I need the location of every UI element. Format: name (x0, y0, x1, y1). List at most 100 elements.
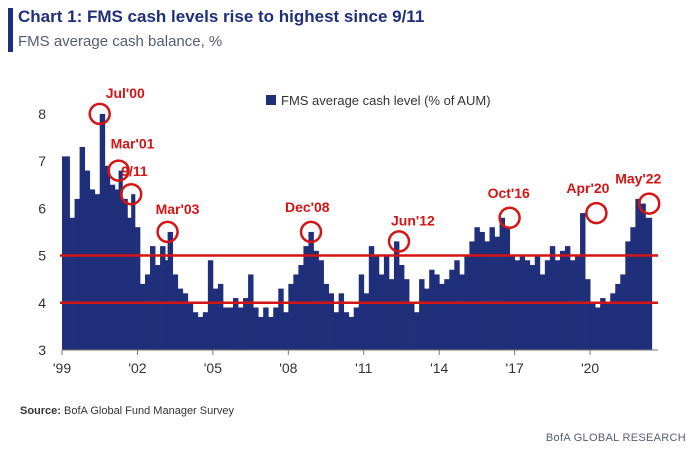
bar (202, 312, 209, 350)
bar (118, 170, 123, 350)
bar (424, 288, 430, 350)
bar (263, 307, 269, 350)
y-tick-label: 3 (38, 342, 46, 358)
bar (595, 307, 601, 350)
bar (288, 283, 294, 350)
bar (268, 316, 274, 350)
title-accent-bar (8, 8, 13, 52)
source-label: Source: (20, 405, 61, 417)
legend-swatch (266, 95, 276, 105)
bar (585, 279, 591, 350)
bar (131, 194, 136, 350)
bar (160, 246, 166, 350)
bar (615, 283, 621, 350)
bar (134, 227, 141, 350)
bar (114, 189, 119, 350)
x-tick-label: '99 (53, 360, 71, 376)
annotation-label: May'22 (615, 171, 661, 187)
x-tick-label: '17 (506, 360, 524, 376)
bar (368, 246, 375, 350)
bar (348, 316, 355, 350)
bar (278, 288, 284, 350)
bar (439, 283, 445, 350)
bar (308, 231, 314, 350)
annotation-circle (156, 220, 179, 244)
bar (99, 113, 106, 350)
bar (444, 279, 450, 350)
source-text: BofA Global Fund Manager Survey (64, 405, 235, 417)
y-tick-label: 8 (38, 106, 46, 122)
bar (84, 170, 91, 350)
annotation-circle (585, 201, 608, 225)
annotation-label: Dec'08 (285, 199, 330, 215)
bar (539, 274, 546, 350)
bar (343, 312, 350, 350)
bar (127, 217, 132, 350)
bar (139, 283, 146, 350)
bar (590, 302, 596, 350)
bar (569, 260, 576, 350)
y-tick-label: 7 (38, 153, 46, 169)
bar (192, 312, 199, 350)
annotation-circle (637, 192, 661, 215)
annotation-circle (88, 102, 111, 126)
bar (62, 156, 70, 350)
y-tick-label: 6 (38, 200, 46, 216)
bar (363, 293, 370, 350)
bar (524, 260, 531, 350)
chart-subtitle: FMS average cash balance, % (18, 33, 223, 50)
brand-footer: BofA GLOBAL RESEARCH (545, 432, 686, 444)
bar (233, 298, 239, 350)
bar (353, 307, 360, 350)
bar (79, 146, 86, 350)
bar (610, 293, 616, 350)
source-note: Source: BofA Global Fund Manager Survey (20, 405, 234, 417)
bar (469, 241, 475, 350)
annotation-label: Jun'12 (391, 212, 435, 228)
bar (459, 274, 465, 350)
legend-label: FMS average cash level (% of AUM) (281, 93, 491, 108)
bar (554, 260, 561, 350)
bar (544, 260, 551, 350)
annotation-label: Oct'16 (488, 185, 530, 201)
bar (393, 241, 400, 350)
bar (104, 165, 111, 350)
bar (398, 265, 405, 350)
bar (358, 274, 365, 350)
bar (187, 302, 194, 350)
bar (474, 227, 480, 350)
annotation-circle (107, 159, 130, 182)
bar (74, 198, 80, 350)
bar (514, 260, 521, 350)
bar (313, 250, 319, 350)
bar (89, 189, 96, 350)
x-tick-label: '11 (355, 360, 372, 376)
bar (449, 269, 455, 350)
bar (434, 274, 440, 350)
bar (454, 260, 460, 350)
annotation-label: Jul'00 (106, 85, 145, 101)
annotation-circle (387, 230, 411, 253)
bar (328, 293, 334, 350)
bar (635, 198, 641, 350)
annotation-label: Apr'20 (566, 180, 609, 196)
bar (212, 288, 219, 350)
bar (378, 274, 385, 350)
bar (404, 279, 410, 350)
bar (640, 203, 646, 350)
bar (529, 265, 536, 350)
bar (258, 316, 264, 350)
x-tick-label: '05 (204, 360, 222, 376)
bar (197, 316, 204, 350)
bar (600, 298, 606, 350)
bar (217, 283, 224, 350)
annotation-label: Mar'03 (156, 201, 200, 217)
bar (298, 265, 304, 350)
x-tick-label: '08 (279, 360, 297, 376)
bar (109, 184, 116, 350)
annotation-label: Mar'01 (111, 136, 155, 152)
bar (227, 307, 234, 350)
chart-title: Chart 1: FMS cash levels rise to highest… (18, 7, 425, 26)
bar (499, 217, 505, 350)
bar (630, 227, 636, 350)
